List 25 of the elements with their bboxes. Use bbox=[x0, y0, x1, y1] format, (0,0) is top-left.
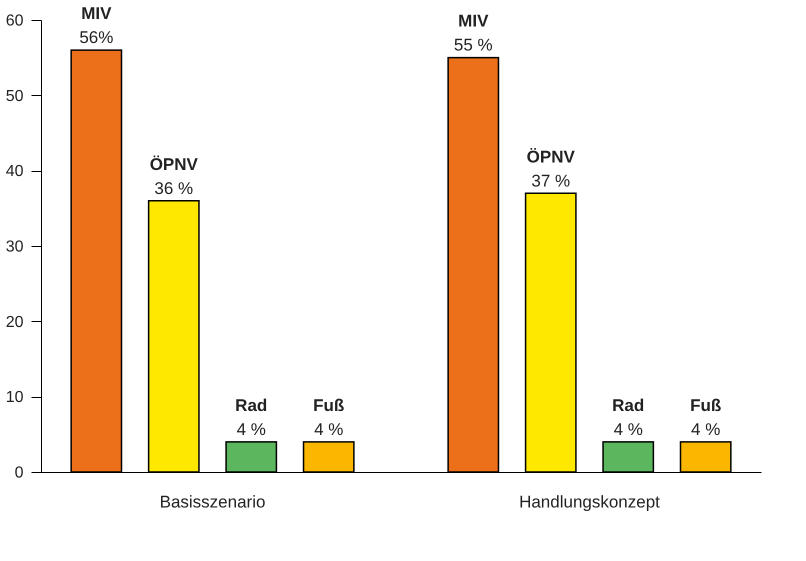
y-tick-label: 0 bbox=[14, 464, 24, 482]
x-tick-label: Basisszenario bbox=[160, 492, 266, 512]
data-label: 37 % bbox=[531, 171, 570, 190]
data-label: 4 % bbox=[314, 420, 344, 439]
data-label: 56% bbox=[79, 28, 114, 48]
y-tick-label: 40 bbox=[6, 163, 24, 180]
text: Fuß bbox=[690, 396, 722, 415]
series-label: MIV bbox=[81, 4, 112, 24]
y-tick-label: 10 bbox=[6, 389, 24, 406]
x-tick-label: Handlungskonzept bbox=[519, 492, 660, 512]
data-label: 4 % bbox=[236, 420, 266, 439]
y-tick-label: 60 bbox=[6, 12, 24, 30]
series-label: ÖPNV bbox=[150, 154, 199, 174]
data-label: 4 % bbox=[614, 420, 643, 439]
data-label: 36 % bbox=[154, 178, 194, 198]
y-tick-label: 30 bbox=[6, 238, 24, 256]
y-tick-label: 50 bbox=[6, 88, 24, 105]
series-label: Fuß bbox=[313, 396, 344, 415]
text: MIV bbox=[458, 12, 488, 31]
y-tick-label: 20 bbox=[6, 314, 24, 331]
data-label: 4 % bbox=[691, 420, 720, 439]
text: ÖPNV bbox=[526, 147, 575, 166]
data-label: 55 % bbox=[454, 36, 493, 55]
text: Rad bbox=[612, 396, 644, 415]
series-label: Rad bbox=[235, 396, 268, 415]
